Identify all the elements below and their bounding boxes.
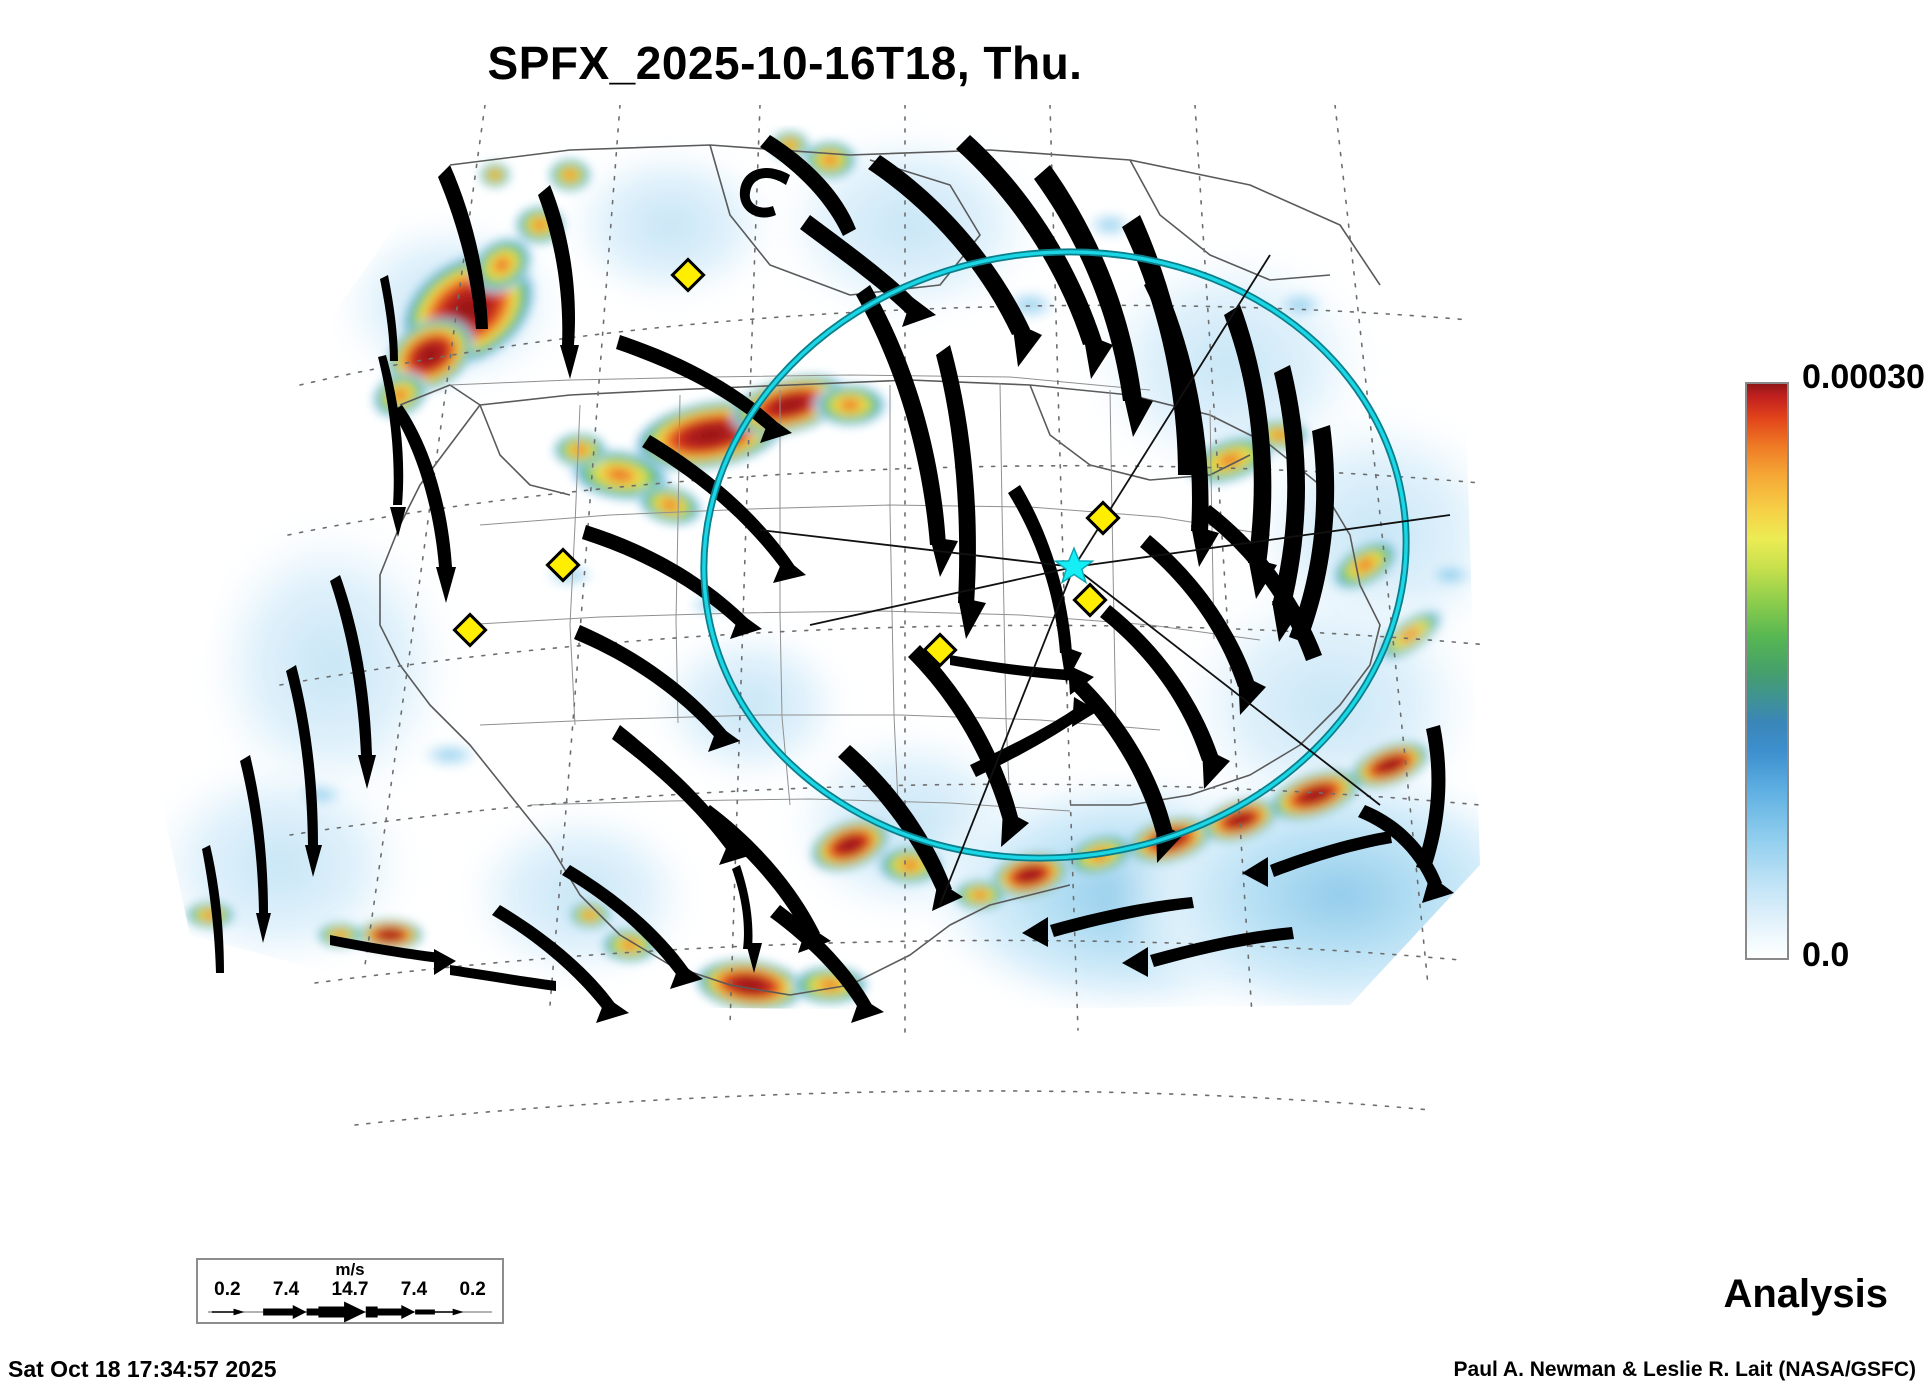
wind-speed-legend: m/s 0.2 7.4 14.7 7.4 0.2 xyxy=(196,1258,504,1324)
map-canvas[interactable] xyxy=(150,105,1610,1255)
wind-legend-arrow-icon xyxy=(207,1301,493,1323)
author-credit: Paul A. Newman & Leslie R. Lait (NASA/GS… xyxy=(1453,1358,1916,1381)
colorbar-gradient xyxy=(1745,382,1789,960)
wind-legend-value: 14.7 xyxy=(331,1279,369,1300)
site-marker xyxy=(545,547,581,583)
transect-lines xyxy=(759,254,1451,906)
wind-legend-value: 0.2 xyxy=(459,1279,486,1300)
site-marker-layer[interactable] xyxy=(452,257,1121,668)
colorbar-min-label: 0.0 xyxy=(1802,936,1850,974)
site-marker xyxy=(670,257,706,293)
generation-timestamp: Sat Oct 18 17:34:57 2025 xyxy=(8,1356,277,1382)
analysis-label: Analysis xyxy=(1723,1272,1888,1316)
colorbar-max-label: 0.00030 xyxy=(1802,358,1925,396)
wind-legend-unit-label: m/s xyxy=(335,1260,365,1279)
site-marker xyxy=(452,612,488,648)
site-marker xyxy=(1085,500,1121,536)
range-circle xyxy=(700,248,1410,862)
page-title: SPFX_2025-10-16T18, Thu. xyxy=(487,37,1083,89)
site-marker xyxy=(1072,582,1108,618)
wind-legend-value: 0.2 xyxy=(214,1279,241,1300)
site-marker xyxy=(922,632,958,668)
wind-legend-value: 7.4 xyxy=(400,1279,428,1300)
center-marker-icon[interactable] xyxy=(1053,546,1095,585)
wind-legend-value: 7.4 xyxy=(272,1279,300,1300)
colorbar: 0.00030 0.0 xyxy=(1740,350,1926,990)
wind-legend-values: 0.2 7.4 14.7 7.4 0.2 xyxy=(198,1279,502,1301)
